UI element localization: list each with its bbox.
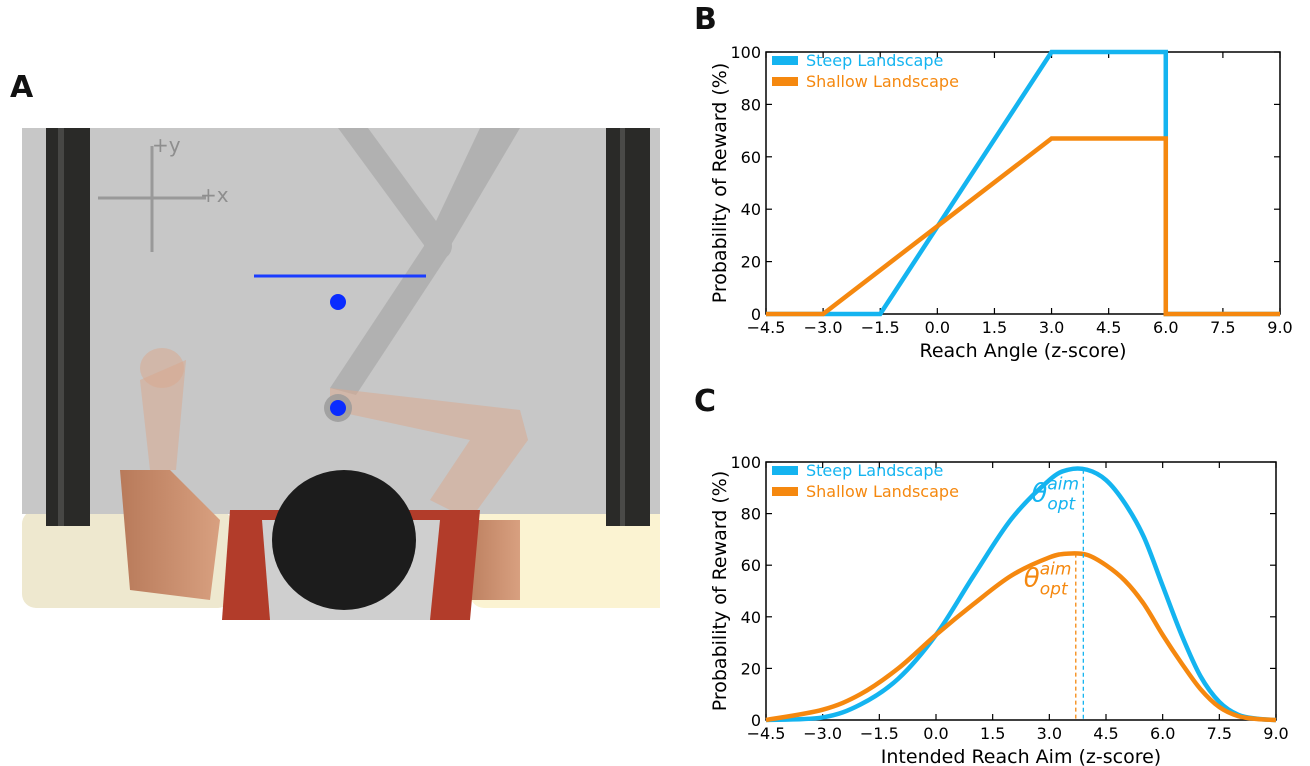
- y-tick-label: 100: [730, 43, 761, 62]
- axis-cross-icon: [98, 146, 206, 252]
- experiment-scene: +y +x: [22, 128, 660, 620]
- panel-label-b: B: [694, 2, 717, 37]
- x-tick-label: −3.0: [804, 318, 843, 337]
- y-tick-label: 0: [751, 305, 761, 324]
- x-tick-label: 7.5: [1207, 724, 1232, 743]
- y-axis-label: Probability of Reward (%): [709, 63, 731, 304]
- hand-cursor-dot: [330, 400, 346, 416]
- legend-swatch: [772, 466, 798, 475]
- y-tick-label: 20: [741, 659, 761, 678]
- series-line-shallow: [766, 136, 1280, 317]
- axis-x-label: +x: [200, 183, 229, 207]
- x-tick-label: 9.0: [1263, 724, 1288, 743]
- frame-right: [606, 128, 650, 526]
- x-axis-label: Reach Angle (z-score): [919, 340, 1126, 362]
- y-tick-label: 60: [741, 556, 761, 575]
- y-tick-label: 0: [751, 711, 761, 730]
- y-tick-label: 40: [741, 200, 761, 219]
- legend-swatch: [772, 487, 798, 496]
- y-tick-label: 60: [741, 148, 761, 167]
- legend-label: Steep Landscape: [806, 461, 943, 480]
- participant: [120, 348, 528, 620]
- x-tick-label: −1.5: [861, 318, 900, 337]
- x-tick-label: −3.0: [803, 724, 842, 743]
- x-tick-label: 1.5: [982, 318, 1007, 337]
- x-tick-label: 9.0: [1267, 318, 1292, 337]
- y-axis-label: Probability of Reward (%): [709, 471, 731, 712]
- x-tick-label: 6.0: [1153, 318, 1178, 337]
- robot-arm: [330, 128, 520, 395]
- x-tick-label: 4.5: [1093, 724, 1118, 743]
- axis-y-label: +y: [152, 133, 181, 157]
- legend-label: Shallow Landscape: [806, 72, 959, 91]
- legend-label: Steep Landscape: [806, 51, 943, 70]
- target-dot: [330, 294, 346, 310]
- x-tick-label: 0.0: [923, 724, 948, 743]
- y-tick-label: 80: [741, 505, 761, 524]
- x-tick-label: −4.5: [747, 724, 786, 743]
- x-tick-label: −1.5: [860, 724, 899, 743]
- optimal-aim-theta: θ: [1024, 564, 1040, 594]
- y-tick-label: 80: [741, 95, 761, 114]
- series-line-steep: [765, 466, 1277, 723]
- plot-area-frame: [765, 51, 1281, 315]
- x-tick-label: 3.0: [1039, 318, 1064, 337]
- legend-swatch: [772, 77, 798, 86]
- x-tick-label: 6.0: [1150, 724, 1175, 743]
- x-tick-label: 0.0: [925, 318, 950, 337]
- y-tick-label: 40: [741, 608, 761, 627]
- plot-area-frame: [765, 461, 1277, 721]
- workspace: [22, 128, 660, 514]
- optimal-aim-sub: opt: [1040, 580, 1069, 600]
- optimal-aim-sup: aim: [1040, 560, 1072, 580]
- optimal-aim-sub: opt: [1047, 495, 1076, 515]
- series-line-shallow: [765, 551, 1277, 723]
- x-tick-label: 4.5: [1096, 318, 1121, 337]
- panel-label-c: C: [694, 384, 717, 419]
- x-tick-label: −4.5: [747, 318, 786, 337]
- x-axis-label: Intended Reach Aim (z-score): [881, 746, 1161, 766]
- panel-label-a: A: [10, 70, 34, 105]
- legend-swatch: [772, 56, 798, 65]
- optimal-aim-sup: aim: [1047, 475, 1079, 495]
- x-tick-label: 3.0: [1037, 724, 1062, 743]
- optimal-aim-theta: θ: [1031, 479, 1047, 509]
- y-tick-label: 100: [730, 453, 761, 472]
- frame-left: [46, 128, 90, 526]
- x-tick-label: 7.5: [1210, 318, 1235, 337]
- y-tick-label: 20: [741, 253, 761, 272]
- x-tick-label: 1.5: [980, 724, 1005, 743]
- legend-label: Shallow Landscape: [806, 482, 959, 501]
